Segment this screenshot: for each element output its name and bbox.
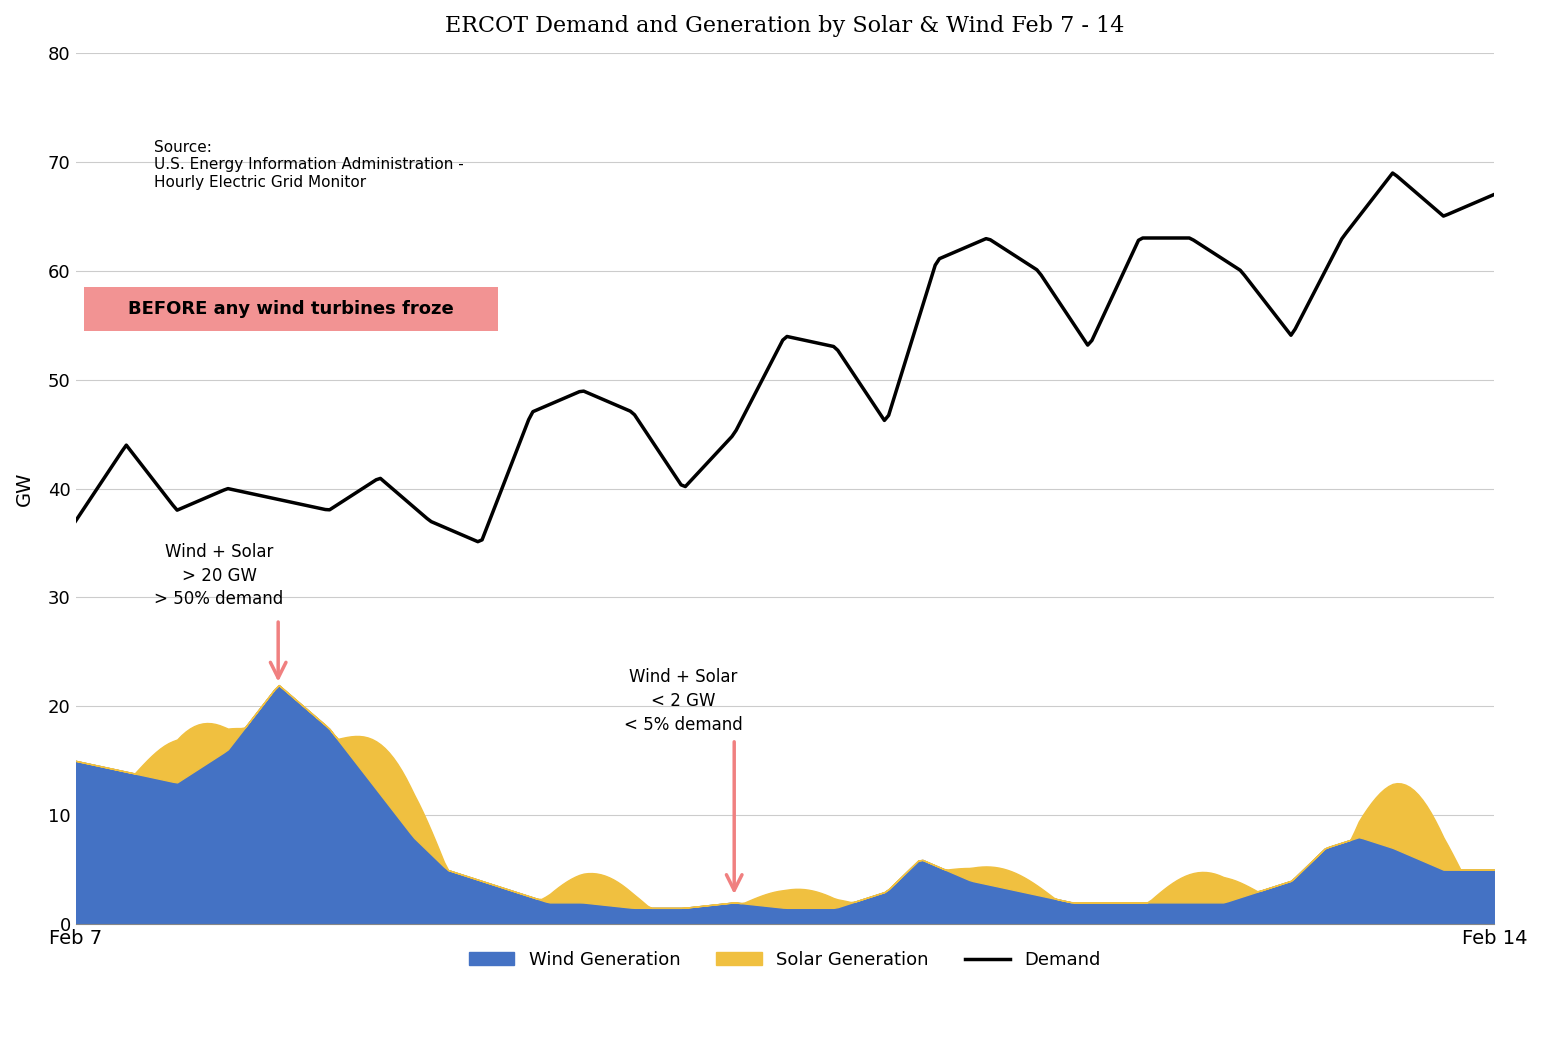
Y-axis label: GW: GW	[15, 471, 34, 506]
Text: Wind + Solar
< 2 GW
< 5% demand: Wind + Solar < 2 GW < 5% demand	[625, 668, 743, 734]
Demand	[1485, 188, 1503, 200]
Text: Wind + Solar
> 20 GW
> 50% demand: Wind + Solar > 20 GW > 50% demand	[154, 543, 284, 608]
Demand	[66, 515, 85, 527]
FancyBboxPatch shape	[83, 288, 498, 330]
Legend: Wind Generation, Solar Generation, Demand: Wind Generation, Solar Generation, Deman…	[463, 944, 1107, 976]
Demand	[379, 480, 398, 492]
Demand	[493, 479, 512, 491]
Demand	[83, 490, 102, 502]
Line: Demand: Demand	[76, 173, 1494, 542]
Demand	[1231, 264, 1249, 276]
Demand	[469, 536, 487, 548]
Text: BEFORE any wind turbines froze: BEFORE any wind turbines froze	[128, 300, 453, 318]
Demand	[867, 402, 885, 414]
Text: Source:
U.S. Energy Information Administration -
Hourly Electric Grid Monitor: Source: U.S. Energy Information Administ…	[154, 140, 463, 190]
Demand	[1247, 285, 1266, 298]
Title: ERCOT Demand and Generation by Solar & Wind Feb 7 - 14: ERCOT Demand and Generation by Solar & W…	[446, 15, 1124, 37]
Demand	[1383, 167, 1402, 180]
